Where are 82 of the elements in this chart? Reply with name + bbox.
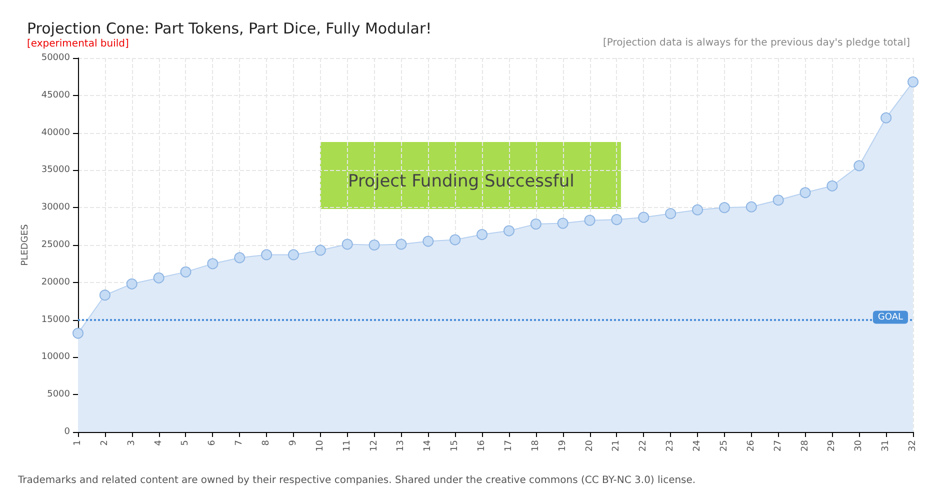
x-tick-label: 32 (908, 440, 918, 452)
x-tick-label: 25 (719, 440, 730, 452)
point (826, 180, 838, 192)
x-tick-label: 3 (126, 440, 137, 446)
x-tick-label: 21 (612, 440, 622, 452)
x-tick-label: 1 (73, 440, 83, 446)
point (207, 258, 218, 270)
point (153, 272, 164, 284)
point (234, 252, 246, 264)
point (746, 201, 757, 212)
x-tick-label: 17 (504, 440, 514, 452)
x-tick-label: 27 (773, 440, 784, 452)
x-tick-label: 30 (854, 440, 864, 452)
x-tick-label: 26 (746, 440, 756, 452)
x-tick-label: 31 (881, 440, 892, 452)
text: [Projection data is always for the previous day's pledge total] (603, 38, 910, 48)
y-axis-title: PLEDGES (20, 224, 30, 266)
annotation: Project Funding Successful (348, 172, 574, 192)
x-tick-label: 20 (584, 440, 595, 452)
x-tick-label: 19 (558, 440, 568, 452)
ref-line-label: GOAL (878, 312, 903, 322)
x-tick-label: 12 (369, 440, 380, 452)
x-tick-label: 5 (180, 440, 191, 446)
y-tick-label: 10000 (41, 352, 70, 362)
point (288, 249, 299, 260)
y-tick-label: 20000 (41, 277, 70, 288)
x-tick-label: 23 (666, 440, 676, 452)
point (584, 214, 596, 226)
point (854, 160, 865, 172)
point (396, 238, 407, 250)
point (908, 76, 918, 88)
point (314, 244, 326, 256)
x-tick-label: 9 (288, 440, 298, 446)
y-tick-label: 15000 (41, 314, 70, 325)
point (126, 278, 138, 290)
point (368, 240, 380, 250)
point (72, 328, 84, 339)
x-tick-label: 8 (262, 440, 272, 446)
x-tick-label: 4 (154, 440, 164, 446)
point (638, 212, 650, 223)
x-tick-label: 13 (396, 440, 406, 452)
x-tick-label: 24 (692, 440, 703, 452)
x-tick-label: 16 (477, 440, 488, 452)
y-tick-label: 25000 (41, 240, 70, 250)
y-tick-label: 45000 (41, 90, 70, 100)
point (557, 218, 568, 229)
point (450, 234, 461, 246)
x-tick-label: 15 (450, 440, 460, 452)
point (800, 187, 811, 198)
x-tick-label: 18 (530, 440, 541, 452)
y-tick-label: 30000 (41, 202, 70, 213)
point (476, 229, 488, 240)
chart-title: Projection Cone: Part Tokens, Part Dice, Fully Modular! (27, 20, 432, 38)
y-tick-label: 50000 (41, 53, 70, 63)
point (718, 202, 730, 214)
point (772, 194, 784, 206)
point (422, 236, 434, 247)
x-tick-label: 7 (234, 440, 245, 446)
point (342, 238, 353, 250)
point (611, 214, 622, 226)
x-tick-label: 10 (315, 440, 326, 452)
x-tick-label: 28 (800, 440, 810, 452)
point (665, 208, 676, 220)
x-tick-label: 2 (100, 440, 110, 446)
point (692, 204, 704, 216)
x-tick-label: 6 (208, 440, 218, 446)
y-tick-label: 40000 (41, 128, 70, 138)
point (261, 249, 272, 260)
y-tick-label: 5000 (47, 390, 70, 400)
x-tick-label: 11 (342, 440, 352, 452)
x-tick-label: 22 (638, 440, 649, 452)
x-tick-label: 14 (423, 440, 434, 452)
point (99, 290, 110, 301)
text: Trademarks and related content are owned by their respective companies. Shared under the creative commons (CC BY-NC 3.0) license. (17, 475, 696, 486)
chart-subtitle: [experimental build] (27, 38, 130, 50)
y-tick-label: 35000 (41, 165, 70, 176)
x-tick-label: 29 (827, 440, 838, 452)
point (530, 218, 542, 230)
point (180, 266, 192, 278)
point (503, 225, 514, 236)
y-tick-label: 0 (64, 427, 70, 437)
point (880, 112, 892, 124)
